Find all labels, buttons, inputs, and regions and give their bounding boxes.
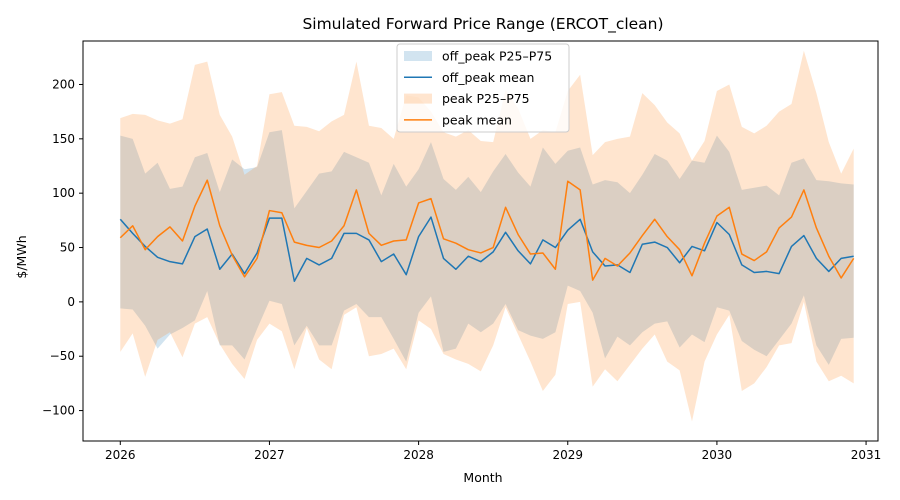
x-tick-label: 2031 [851,448,882,462]
plot-bands [120,50,854,422]
band-0 [120,130,854,365]
legend-label-1: off_peak mean [442,70,534,85]
x-tick-label: 2028 [403,448,434,462]
y-tick-label: −100 [42,404,75,418]
x-tick-label: 2027 [254,448,285,462]
legend-swatch-0 [404,51,432,61]
plot-lines [119,179,855,282]
band-2 [120,50,854,422]
legend-label-3: peak mean [442,112,512,127]
legend: off_peak P25–P75 off_peak mean peak P25–P7… [396,43,570,133]
y-tick-label: 50 [60,241,75,255]
y-tick-label: −50 [50,349,75,363]
x-tick-label: 2030 [702,448,733,462]
y-tick-label: 200 [52,77,75,91]
x-axis: 2026 2027 2028 2029 2030 2031 [105,441,881,462]
x-axis-label: Month [463,470,502,485]
x-tick-label: 2026 [105,448,136,462]
series-line-1 [119,216,854,282]
y-tick-label: 0 [67,295,75,309]
x-tick-label: 2029 [552,448,583,462]
series-line-3 [119,179,855,281]
legend-box [396,43,570,133]
legend-label-0: off_peak P25–P75 [442,49,552,64]
plot-frame [82,40,879,442]
y-tick-label: 150 [52,132,75,146]
y-axis-label: $/MWh [14,235,29,278]
legend-label-2: peak P25–P75 [442,91,530,106]
legend-swatch-2 [404,93,432,104]
y-axis: −100 −50 0 50 100 150 200 [42,77,83,418]
y-tick-label: 100 [52,186,75,200]
chart-title: Simulated Forward Price Range (ERCOT_cle… [302,15,663,34]
